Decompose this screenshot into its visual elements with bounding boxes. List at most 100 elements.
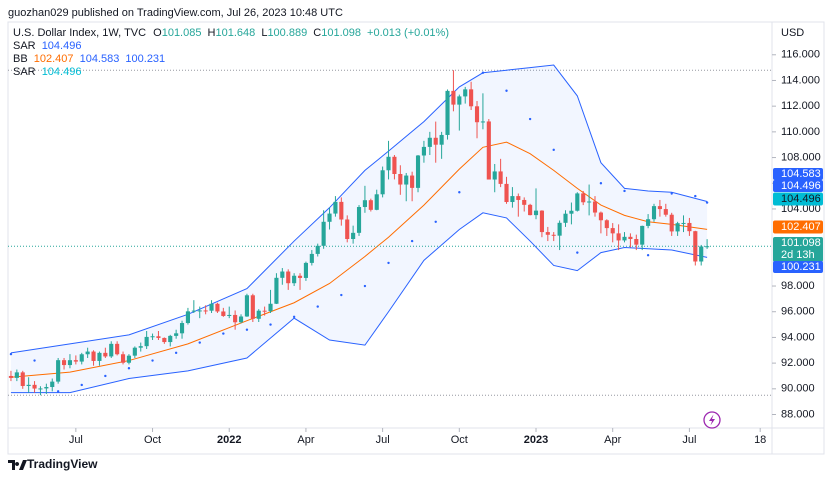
candle-body [321,221,326,246]
candle-body [581,193,586,203]
candle-body [168,335,173,343]
ohlc-prefix: C [313,27,321,39]
sar-dot [269,323,272,326]
y-tick-label: 98.000 [781,280,815,292]
legend-bb: BB 102.407 104.583 100.231 [13,53,165,65]
sar-dot [80,383,83,387]
y-tick-label: 94.000 [781,331,815,343]
candle-body [185,311,191,324]
sar-dot [481,71,485,74]
candle-body [351,232,356,240]
band-upper [10,64,708,354]
sar-dot [410,239,414,243]
candle-body [238,316,244,323]
candle-body [97,352,102,361]
replay-icon[interactable] [703,411,721,429]
sar-dot [104,374,107,378]
sar-dot [340,293,343,297]
candle-body [463,89,468,97]
candle-body [309,253,314,263]
candle-body [587,201,592,203]
candle-body [528,204,533,216]
candle-body [392,156,397,175]
candle-body [486,121,491,180]
candle-body [120,354,126,363]
candle-body [380,170,385,195]
sar-dot [528,117,532,121]
candle-body [209,303,214,311]
candle-body [421,146,426,156]
candle-body [681,222,686,224]
sar-label: SAR [13,40,36,52]
candle-body [634,239,639,245]
sar-dot [363,284,367,288]
candle-body [469,89,474,107]
sar-dot [646,253,650,257]
y-tick-label: 104.000 [781,203,821,215]
legend-sar: SAR 104.496 [13,40,81,52]
candle-body [522,199,527,205]
price-tag-bb-lower: 100.231 [781,261,821,273]
candle-body [79,354,84,362]
sar-dot [552,148,555,152]
y-tick-label: 116.000 [781,49,820,61]
candle-body [433,137,438,145]
candle-body [445,90,450,135]
candle-body [262,310,267,312]
publisher-line: guozhan029 published on TradingView.com,… [8,7,343,19]
y-tick-label: 110.000 [781,126,820,138]
candle-body [280,271,285,278]
candle-body [510,196,515,203]
candle-body [557,222,562,236]
legend-sar-2: SAR 104.496 [13,66,81,78]
sar-dot [694,194,697,198]
price-tag-bb-upper: 104.583 [781,168,821,180]
candle-body [8,375,14,378]
candle-body [410,175,415,188]
candle-body [327,213,332,222]
candle-body [197,310,202,312]
low-value: 100.889 [267,27,307,39]
candle-body [345,219,350,240]
x-tick-label: Oct [144,434,161,446]
candle-body [669,214,674,232]
y-tick-label: 88.000 [781,408,815,420]
candle-body [215,303,220,312]
high-value: 101.648 [215,27,255,39]
candle-body [628,236,633,240]
sar-dot [576,251,579,254]
candle-body [404,175,409,185]
y-tick-label: 114.000 [781,74,820,86]
candle-body [162,337,167,343]
candle-body [26,384,31,386]
candle-body [56,360,61,382]
candle-body [356,207,362,233]
candle-body [32,384,37,389]
price-tag-bb-middle-bg [773,220,823,234]
candle-body [233,314,238,323]
brand-name: TradingView [27,457,98,471]
candle-body [575,193,580,211]
candle-body [227,314,232,316]
candle-body [657,206,662,210]
candle-body [61,360,67,366]
candle-body [598,212,603,221]
candle-body [457,96,462,105]
candle-body [174,333,179,336]
open-value: 101.085 [162,27,202,39]
candle-body [50,381,55,388]
y-tick-label: 92.000 [781,357,815,369]
candle-body [286,271,291,284]
price-tag-sar-bg [773,180,823,192]
y-tick-label: 96.000 [781,306,815,318]
candle-body [250,295,255,319]
candle-body [492,171,497,180]
candle-body [156,336,161,338]
candle-body [362,200,367,208]
sar-dot [458,191,461,194]
legend-main: U.S. Dollar Index, 1W, TVC O101.085 H101… [13,27,449,39]
candle-body [339,201,344,220]
brand-logo [8,460,27,470]
